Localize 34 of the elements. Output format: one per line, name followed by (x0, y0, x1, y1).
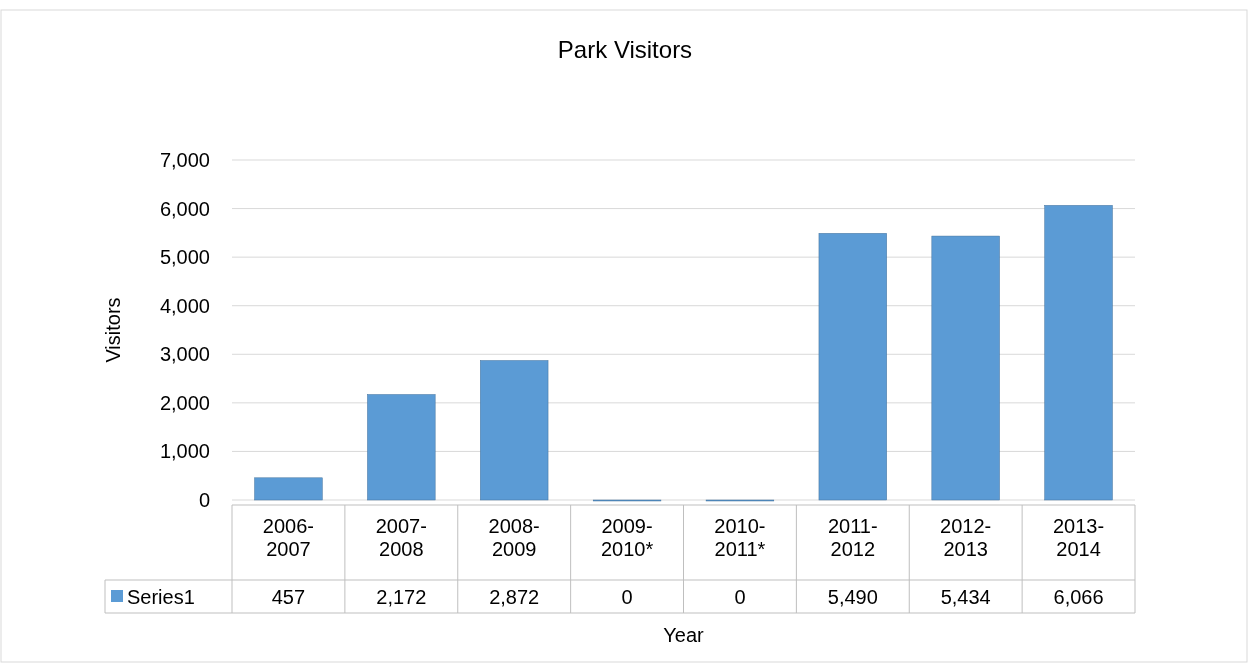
data-label: 6,066 (1053, 586, 1104, 608)
data-label: 2,172 (376, 586, 427, 608)
data-label: 5,434 (940, 586, 991, 608)
x-tick-label: 2011- 2012 (827, 515, 878, 560)
chart-title: Park Visitors (557, 36, 693, 63)
data-label: 0 (621, 586, 633, 608)
y-tick-label: 1,000 (159, 440, 210, 463)
bar (818, 233, 887, 501)
data-label: 0 (734, 586, 746, 608)
bar (367, 394, 436, 501)
y-tick-label: 0 (198, 489, 210, 511)
bar (480, 360, 549, 501)
y-tick-label: 4,000 (159, 294, 210, 317)
y-axis-title: Visitors (102, 297, 124, 363)
x-tick-label: 2008- 2009 (488, 515, 540, 560)
x-tick-label: 2006- 2007 (262, 515, 315, 560)
x-tick-label: 2012- 2013 (940, 515, 992, 560)
bar (931, 235, 1000, 501)
data-label: 457 (271, 586, 306, 608)
data-label: 5,490 (827, 586, 878, 608)
legend-label: Series1 (127, 586, 195, 608)
x-tick-label: 2013- 2014 (1052, 515, 1105, 560)
bar (1044, 205, 1113, 501)
x-tick-label: 2010- 2011* (714, 515, 766, 560)
y-tick-label: 7,000 (159, 149, 210, 171)
data-label: 2,872 (489, 586, 540, 608)
y-tick-label: 3,000 (159, 343, 210, 366)
y-tick-label: 2,000 (159, 391, 210, 414)
y-tick-label: 5,000 (159, 246, 210, 269)
y-tick-label: 6,000 (159, 197, 210, 220)
x-tick-label: 2009- 2010* (600, 515, 654, 560)
x-axis-title: Year (663, 624, 705, 646)
x-tick-label: 2007- 2008 (375, 515, 427, 560)
bar (254, 477, 323, 501)
